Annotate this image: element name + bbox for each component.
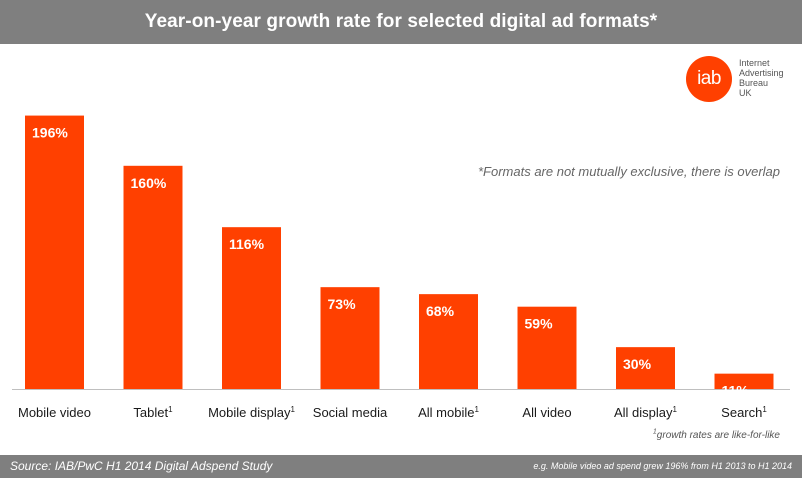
- logo-text-line: Bureau: [739, 78, 769, 88]
- category-footnote-marker: 1: [290, 405, 295, 414]
- category-footnote-marker: 1: [762, 405, 767, 414]
- bar-all-video: [517, 306, 577, 389]
- chart-title: Year-on-year growth rate for selected di…: [144, 11, 658, 32]
- data-label: 30%: [623, 356, 652, 372]
- data-label: 196%: [32, 125, 68, 141]
- bar-mobile-video: [25, 115, 84, 389]
- growth-note-text: growth rates are like-for-like: [656, 430, 780, 441]
- category-label: All mobile1: [418, 405, 479, 420]
- iab-logo: iab Internet Advertising Bureau UK: [686, 56, 796, 110]
- bar-chart: 196% Mobile video 160% Tablet1 116% Mobile di…: [12, 115, 790, 420]
- bar-all-display: [616, 347, 675, 389]
- bar-search: [714, 373, 774, 389]
- category-footnote-marker: 1: [673, 405, 678, 414]
- logo-text-line: UK: [739, 88, 752, 98]
- category-label: All video: [522, 405, 571, 420]
- category-footnote-marker: 1: [474, 405, 479, 414]
- bar-social-media: [320, 287, 380, 389]
- data-label: 68%: [426, 303, 455, 319]
- category-label: Mobile display1: [208, 405, 295, 420]
- title-bar: Year-on-year growth rate for selected di…: [0, 0, 802, 44]
- data-label: 73%: [328, 296, 357, 312]
- bar-mobile-display: [222, 227, 281, 389]
- category-label: Mobile video: [18, 405, 91, 420]
- logo-text-line: Advertising: [739, 68, 784, 78]
- category-label: Social media: [313, 405, 388, 420]
- overlap-note: *Formats are not mutually exclusive, the…: [477, 164, 780, 179]
- growth-note-marker: 1: [652, 428, 657, 436]
- data-label: 11%: [722, 383, 750, 399]
- data-label: 160%: [131, 175, 167, 191]
- iab-logo-text: Internet Advertising Bureau UK: [739, 58, 799, 98]
- bar-all-mobile: [419, 294, 478, 389]
- category-footnote-marker: 1: [168, 405, 173, 414]
- category-label: Search1: [721, 405, 767, 420]
- footer-bar: Source: IAB/PwC H1 2014 Digital Adspend …: [0, 455, 802, 478]
- iab-logo-mark: iab: [686, 56, 732, 102]
- growth-note: 1growth rates are like-for-like: [652, 428, 780, 441]
- iab-logo-mark-text: iab: [697, 68, 721, 89]
- source-note: Source: IAB/PwC H1 2014 Digital Adspend …: [10, 459, 273, 473]
- data-label: 59%: [525, 316, 554, 332]
- data-label: 116%: [229, 236, 265, 252]
- category-label: All display1: [614, 405, 678, 420]
- logo-text-line: Internet: [739, 58, 770, 68]
- example-note: e.g. Mobile video ad spend grew 196% fro…: [533, 461, 792, 471]
- category-label: Tablet1: [133, 405, 173, 420]
- bar-tablet: [123, 165, 183, 389]
